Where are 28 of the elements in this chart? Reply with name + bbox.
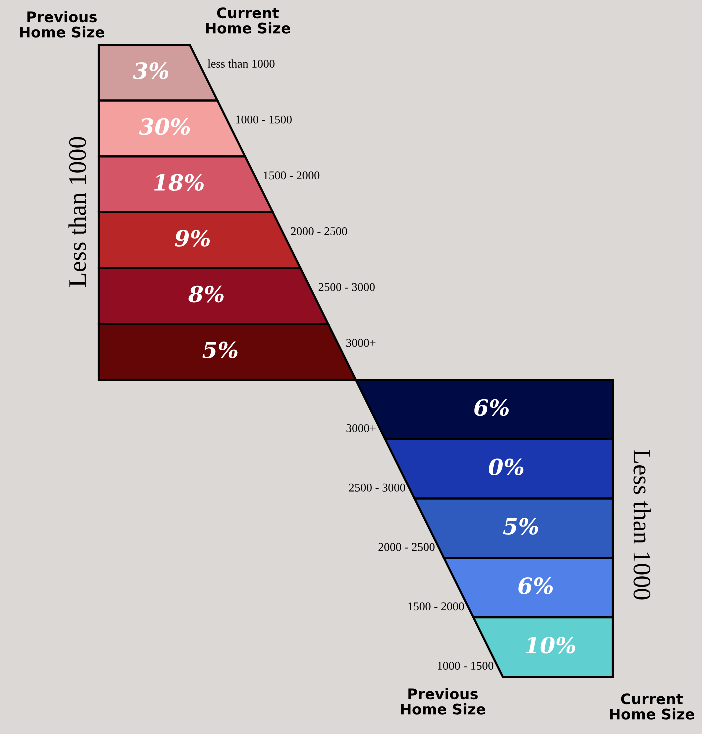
text: Less than 1000 (634, 450, 652, 600)
data-label: 8% (188, 286, 224, 303)
category-label: 1500 - 2000 (408, 602, 464, 611)
category-label: 1500 - 2000 (264, 172, 320, 180)
category-label: 2500 - 3000 (349, 484, 406, 492)
category-label: 2000 - 2500 (291, 227, 348, 236)
category-label: 1000 - 1500 (438, 662, 494, 670)
data-label: 5% (503, 518, 538, 535)
data-label: 5% (202, 342, 238, 359)
data-label: 18% (154, 174, 204, 192)
data-label: 9% (175, 230, 210, 247)
category-label: 3000+ (346, 424, 376, 432)
category-label: 3000+ (346, 339, 376, 348)
data-label: 10% (526, 636, 576, 654)
text: Current Home Size (610, 694, 694, 720)
text: Less than 1000 (68, 137, 86, 287)
text: Current Home Size (206, 8, 290, 34)
data-label: 3% (133, 62, 169, 80)
category-label: 2500 - 3000 (318, 283, 375, 292)
text: Previous Home Size (20, 11, 104, 38)
data-label: 0% (489, 458, 524, 476)
category-label: 1000 - 1500 (236, 116, 292, 124)
text: Previous Home Size (401, 688, 486, 715)
category-label: less than 1000 (208, 60, 275, 68)
category-label: 2000 - 2500 (378, 543, 435, 552)
data-label: 6% (518, 578, 554, 594)
data-label: 6% (474, 399, 509, 416)
data-label: 30% (139, 118, 190, 136)
